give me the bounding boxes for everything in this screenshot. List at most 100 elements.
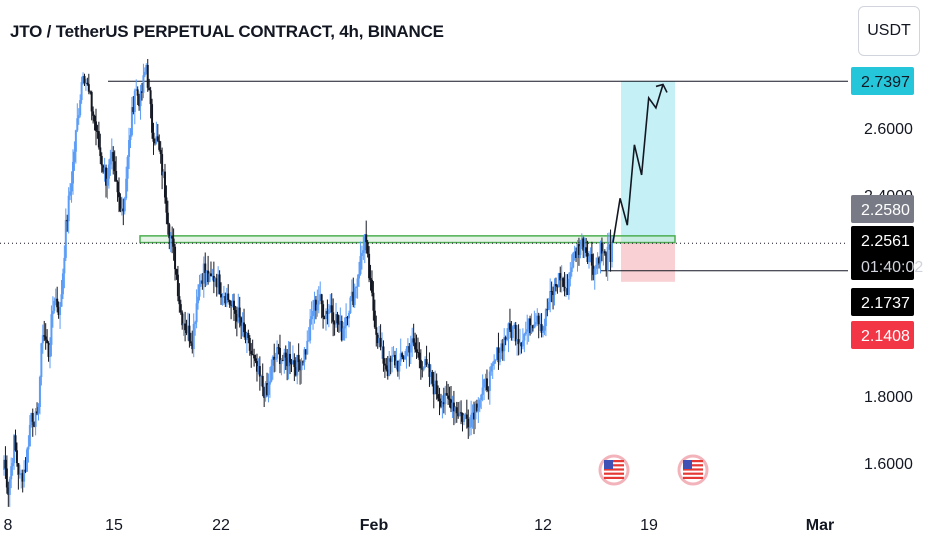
candle	[363, 234, 366, 264]
candle-body	[521, 340, 524, 347]
candle-body	[343, 326, 346, 329]
candle	[507, 322, 510, 353]
horizontal-lines	[0, 80, 848, 272]
candle	[273, 343, 276, 373]
candle	[418, 342, 421, 369]
candle-body	[441, 402, 444, 407]
candle	[234, 305, 237, 329]
us-flag-icon[interactable]	[677, 454, 709, 486]
currency-button[interactable]: USDT	[858, 6, 920, 56]
candle-body	[572, 253, 575, 268]
candle-body	[414, 342, 417, 350]
candle-body	[339, 320, 342, 325]
candle	[281, 354, 284, 362]
candle	[579, 239, 582, 259]
candle	[212, 261, 215, 294]
candle-body	[289, 353, 292, 363]
price-tag-stop: 2.1408	[851, 321, 914, 349]
candle-body	[254, 358, 257, 361]
candle	[524, 321, 527, 336]
candle	[238, 296, 241, 328]
candle	[435, 373, 438, 400]
candle	[527, 318, 530, 342]
candle	[516, 325, 519, 356]
candle	[286, 349, 289, 381]
candle	[373, 299, 376, 329]
candle-body	[201, 280, 204, 284]
candle	[33, 421, 36, 428]
candle-body	[383, 363, 386, 366]
candle-body	[266, 383, 269, 395]
candle-body	[77, 115, 80, 119]
candle	[419, 349, 422, 380]
candle	[572, 252, 575, 269]
flag-canton	[683, 460, 692, 469]
candle	[458, 401, 461, 417]
candle	[205, 270, 208, 286]
candle-body	[462, 415, 465, 422]
candle-body	[207, 270, 210, 283]
candle-body	[484, 378, 487, 380]
candle	[218, 270, 221, 295]
candle	[263, 386, 266, 408]
candle-body	[429, 371, 432, 377]
candle	[316, 289, 319, 317]
candle	[580, 233, 583, 250]
candle	[107, 159, 110, 189]
candle	[480, 393, 483, 410]
price-tag-support: 2.1737	[851, 288, 914, 316]
candle-body	[21, 473, 24, 482]
candle-body	[560, 278, 563, 281]
candle	[470, 400, 473, 436]
candle-body	[458, 412, 461, 417]
candle-body	[162, 171, 165, 176]
candle	[243, 308, 246, 338]
candle-body	[245, 333, 248, 340]
candle	[322, 300, 325, 329]
candle-body	[153, 141, 156, 144]
candle	[276, 340, 279, 363]
candle	[126, 155, 129, 192]
candle	[189, 332, 192, 347]
candle	[287, 341, 290, 380]
candle-body	[294, 367, 297, 376]
candle-body	[8, 479, 11, 495]
candle	[185, 319, 188, 336]
time-axis[interactable]: 8 15 22 Feb 12 19 Mar	[4, 517, 835, 534]
candle	[388, 350, 391, 377]
event-flags[interactable]	[598, 454, 709, 486]
candle	[41, 324, 44, 354]
candle-body	[178, 296, 181, 305]
candle-body	[251, 354, 254, 356]
resistance-zone	[139, 235, 676, 244]
candle	[365, 220, 368, 254]
candle	[513, 322, 516, 329]
candle-body	[363, 234, 366, 251]
candle	[77, 108, 80, 125]
candle	[416, 337, 419, 358]
candle-body	[123, 198, 126, 212]
candle	[485, 369, 488, 393]
candle-body	[270, 365, 273, 382]
candle	[96, 124, 99, 139]
candle-body	[300, 361, 303, 371]
candle	[550, 281, 553, 303]
candle-body	[520, 342, 523, 347]
candle-body	[500, 343, 503, 353]
candle-body	[195, 303, 198, 323]
candle	[408, 343, 411, 367]
candle	[332, 298, 335, 337]
candle	[386, 355, 389, 380]
candle	[481, 374, 484, 402]
us-flag-icon[interactable]	[598, 454, 630, 486]
candle-body	[340, 320, 343, 341]
candle-body	[194, 322, 197, 324]
candle	[431, 369, 434, 387]
candle	[129, 128, 132, 149]
candle-body	[517, 339, 520, 345]
candle	[442, 387, 445, 414]
candle	[457, 402, 460, 419]
candle-body	[432, 383, 435, 395]
candle	[31, 408, 34, 437]
